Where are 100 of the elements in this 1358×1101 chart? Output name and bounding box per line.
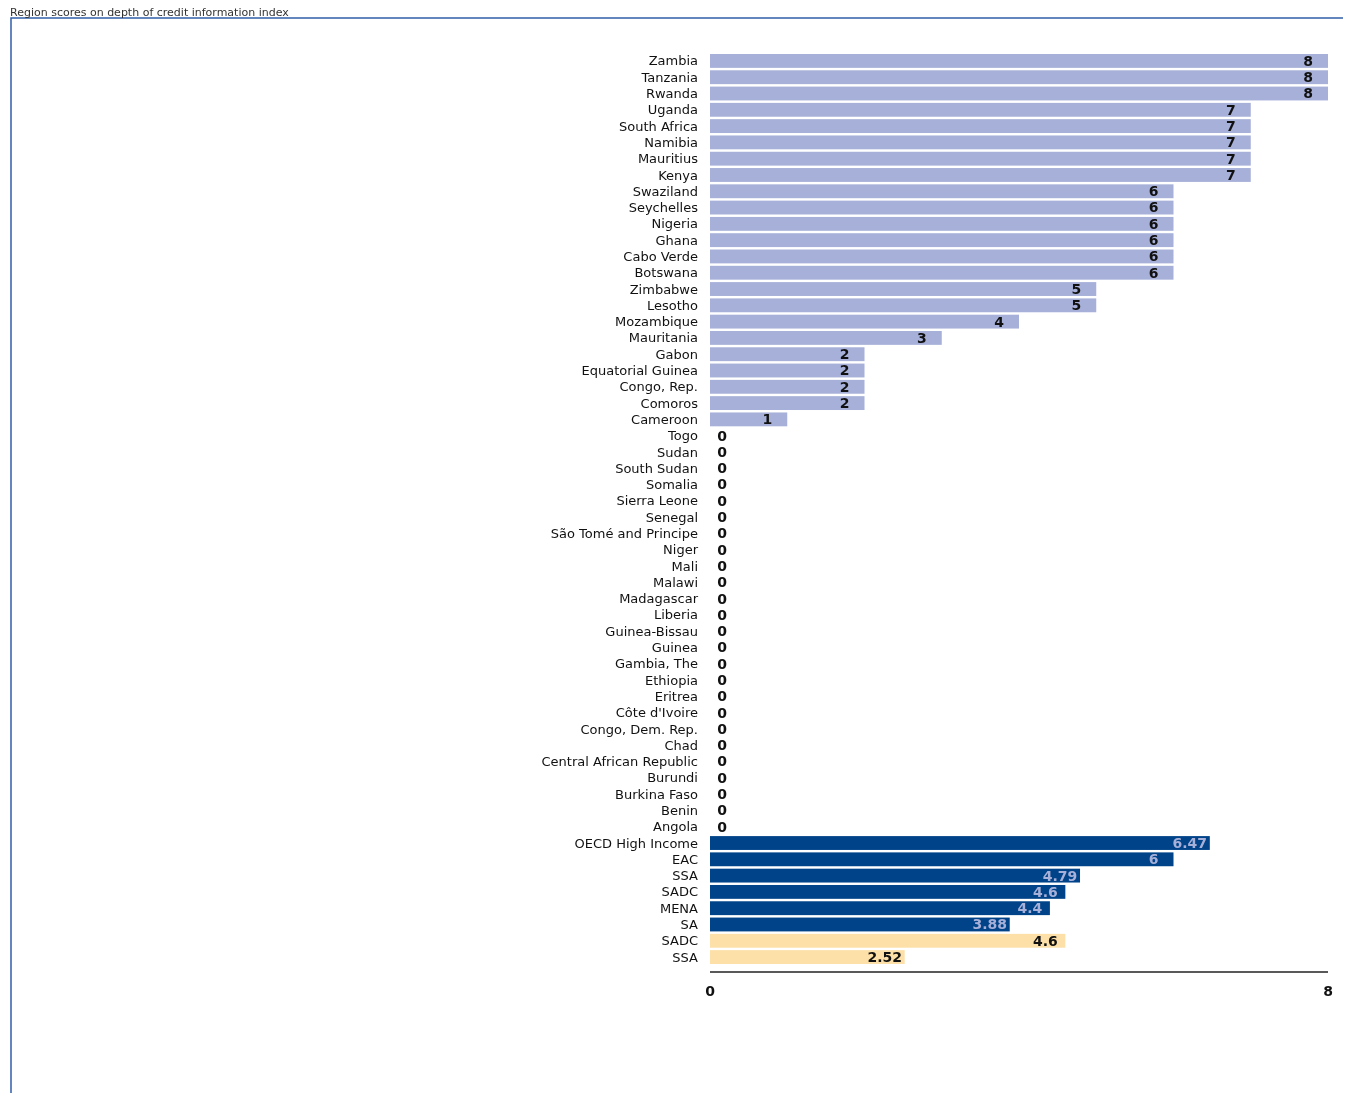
y-tick-label: Cabo Verde <box>623 249 698 264</box>
y-tick-label: Mauritius <box>637 151 699 167</box>
y-tick-label: SADC <box>661 933 698 949</box>
data-label: 0 <box>717 802 728 819</box>
y-tick-label: Comoros <box>640 395 699 411</box>
data-label: 0 <box>717 688 728 705</box>
y-tick-label: Angola <box>653 819 698 835</box>
y-tick-label: Mozambique <box>615 314 698 330</box>
y-tick-label: Namibia <box>644 134 698 150</box>
data-label: 2 <box>839 362 850 379</box>
bar <box>710 363 865 378</box>
bar <box>710 135 1251 150</box>
bar <box>710 200 1174 215</box>
y-tick-label: Sierra Leone <box>616 493 698 509</box>
data-label: 5 <box>1071 280 1082 297</box>
y-tick-label: Senegal <box>645 509 698 525</box>
y-tick-label: SADC <box>661 884 698 900</box>
y-tick-label: Sudan <box>657 444 698 460</box>
data-label: 7 <box>1225 118 1236 134</box>
data-label: 0 <box>717 460 728 477</box>
data-label: 0 <box>717 557 728 574</box>
data-label: 4.4 <box>1017 900 1043 917</box>
bar <box>710 884 1066 899</box>
bar <box>710 119 1251 134</box>
y-tick-label: Eritrea <box>654 688 698 704</box>
data-label: 0 <box>717 492 728 509</box>
data-label: 2 <box>839 346 850 363</box>
y-tick-label: Lesotho <box>646 297 699 313</box>
y-tick-label: Ghana <box>655 232 698 248</box>
data-label: 4.79 <box>1042 867 1078 884</box>
y-tick-label: Ethiopia <box>645 672 698 688</box>
y-tick-label: Botswana <box>634 265 698 281</box>
data-label: 0 <box>717 769 728 786</box>
y-tick-label: OECD High Income <box>574 835 698 851</box>
bar <box>710 249 1174 264</box>
y-tick-label: Malawi <box>652 574 698 590</box>
y-tick-label: Burundi <box>647 770 698 786</box>
bar <box>710 901 1050 916</box>
data-label: 0 <box>717 476 728 493</box>
data-label: 6 <box>1148 851 1159 868</box>
data-label: 6 <box>1148 232 1159 249</box>
y-tick-label: Tanzania <box>640 69 698 85</box>
bar <box>710 396 865 411</box>
data-label: 0 <box>717 753 728 770</box>
y-tick-label: Niger <box>663 542 699 558</box>
y-tick-label: Nigeria <box>651 216 698 232</box>
data-label: 0 <box>717 541 728 558</box>
bar <box>710 379 865 394</box>
bar <box>710 151 1251 166</box>
y-tick-label: Zimbabwe <box>629 281 698 297</box>
y-tick-label: Côte d'Ivoire <box>615 705 698 721</box>
data-label: 0 <box>717 623 728 640</box>
data-label: 6 <box>1148 264 1159 281</box>
y-tick-label: Cameroon <box>631 411 698 427</box>
y-tick-label: Gabon <box>655 346 698 362</box>
bar <box>710 184 1174 199</box>
data-label: 6.47 <box>1172 834 1208 851</box>
data-label: 3 <box>916 329 927 346</box>
data-label: 0 <box>717 655 728 672</box>
data-label: 3.88 <box>972 916 1007 933</box>
data-label: 6 <box>1148 183 1159 200</box>
bar <box>710 102 1251 117</box>
data-label: 0 <box>717 590 728 607</box>
data-label: 0 <box>717 671 728 688</box>
data-label: 4.6 <box>1032 883 1058 900</box>
y-tick-label: Congo, Dem. Rep. <box>580 721 698 737</box>
bar <box>710 298 1097 313</box>
data-label: 0 <box>717 704 728 721</box>
data-label: 0 <box>717 737 728 754</box>
data-label: 8 <box>1303 52 1313 69</box>
bar <box>710 282 1097 296</box>
data-label: 0 <box>717 720 728 737</box>
y-tick-label: SSA <box>672 949 699 965</box>
bar <box>710 330 942 345</box>
y-tick-label: EAC <box>672 851 698 867</box>
bar <box>710 933 1066 948</box>
y-tick-label: Mali <box>671 558 698 574</box>
y-tick-label: Rwanda <box>645 86 698 102</box>
data-label: 6 <box>1148 215 1159 232</box>
data-label: 7 <box>1225 166 1236 183</box>
y-tick-label: Guinea <box>651 640 698 656</box>
y-tick-label: Burkina Faso <box>615 786 699 802</box>
data-label: 7 <box>1225 101 1236 118</box>
data-label: 0 <box>717 574 728 591</box>
data-label: 6 <box>1148 248 1159 265</box>
bar <box>710 852 1174 867</box>
y-tick-label: Madagascar <box>619 591 699 607</box>
bar <box>710 70 1328 85</box>
data-label: 7 <box>1225 134 1236 151</box>
y-tick-label: MENA <box>659 900 699 916</box>
bar <box>710 216 1174 231</box>
y-tick-label: Seychelles <box>628 200 699 216</box>
bar <box>710 950 905 964</box>
data-label: 2 <box>839 394 850 411</box>
y-tick-label: Guinea-Bissau <box>605 623 698 639</box>
y-tick-label: Equatorial Guinea <box>581 363 698 379</box>
text: Region scores on depth of credit information index <box>10 6 290 19</box>
y-tick-label: Somalia <box>645 477 698 493</box>
bar <box>710 233 1174 248</box>
data-label: 7 <box>1225 150 1236 167</box>
